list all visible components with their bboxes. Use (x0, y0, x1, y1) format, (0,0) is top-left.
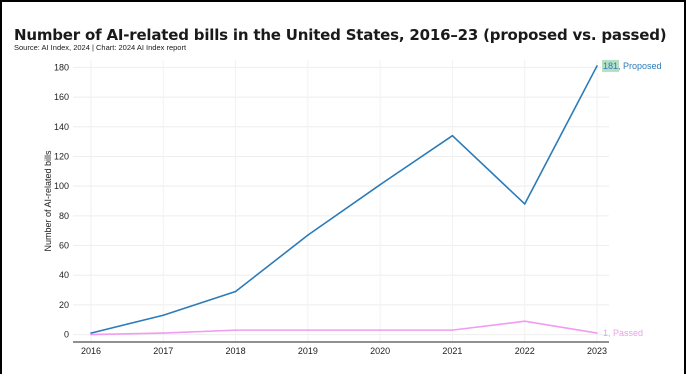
data-point-proposed (523, 203, 526, 205)
data-point-proposed (162, 314, 165, 317)
x-tick-label: 2021 (442, 346, 462, 356)
y-tick-label: 40 (59, 270, 69, 280)
x-tick-label: 2017 (153, 346, 173, 356)
data-point-proposed (234, 290, 237, 293)
data-point-passed (162, 332, 165, 334)
data-point-proposed (379, 183, 381, 186)
end-label-passed: 1, Passed (603, 328, 643, 338)
x-tick-label: 2016 (81, 346, 101, 356)
series-line-proposed (90, 65, 598, 334)
data-point-passed (307, 329, 309, 331)
x-tick-label: 2023 (587, 346, 607, 356)
label-layer: 181, Proposed 1, Passed (602, 59, 662, 338)
y-tick-label: 140 (54, 122, 69, 132)
data-point-passed (90, 333, 92, 336)
end-value-proposed: 181 (603, 61, 618, 71)
data-point-proposed (596, 65, 598, 67)
x-tick-label: 2022 (515, 346, 535, 356)
x-tick-label: 2019 (298, 346, 318, 356)
data-point-passed (234, 329, 237, 331)
y-tick-label: 0 (64, 330, 69, 340)
data-point-passed (523, 320, 526, 323)
data-point-proposed (307, 234, 309, 236)
chart-title: Number of AI-related bills in the United… (14, 26, 667, 44)
y-tick-label: 100 (54, 181, 69, 191)
series-layer (90, 65, 598, 336)
data-point-passed (451, 329, 454, 331)
end-value-passed: 1 (603, 328, 608, 338)
data-point-passed (596, 332, 598, 334)
data-point-proposed (451, 134, 454, 137)
y-tick-label: 120 (54, 151, 69, 161)
axis-layer: 0 20 40 60 80 100 120 140 160 180 2016 2017 2018 2019… (43, 62, 609, 356)
y-tick-label: 20 (59, 300, 69, 310)
chart-source: Source: AI Index, 2024 | Chart: 2024 AI … (14, 43, 187, 52)
y-tick-label: 80 (59, 211, 69, 221)
x-tick-label: 2018 (226, 346, 246, 356)
end-series-name-passed: , Passed (608, 328, 643, 338)
y-tick-label: 160 (54, 92, 69, 102)
y-tick-label: 60 (59, 241, 69, 251)
end-series-name-proposed: , Proposed (618, 61, 662, 71)
series-line-passed (90, 320, 598, 336)
data-point-proposed (90, 332, 92, 334)
y-tick-label: 180 (54, 62, 69, 72)
x-tick-label: 2020 (370, 346, 390, 356)
end-label-proposed: 181, Proposed (603, 61, 662, 71)
data-point-passed (379, 329, 381, 331)
y-axis-title: Number of AI-related bills (43, 150, 53, 252)
grid-layer (73, 60, 609, 342)
end-value-highlight (602, 59, 620, 72)
